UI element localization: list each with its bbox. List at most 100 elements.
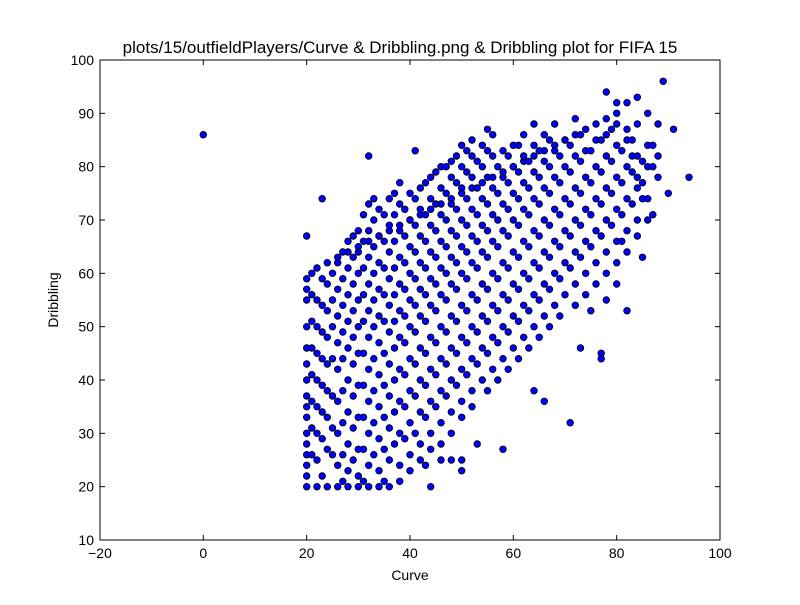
scatter-point <box>370 355 378 363</box>
scatter-point <box>540 312 548 320</box>
scatter-point <box>447 312 455 320</box>
scatter-point <box>370 216 378 224</box>
scatter-point <box>551 120 559 128</box>
scatter-point <box>463 275 471 283</box>
scatter-point <box>375 403 383 411</box>
x-tick-label: 80 <box>609 545 625 561</box>
scatter-point <box>545 285 554 293</box>
scatter-point <box>380 317 388 325</box>
scatter-point <box>561 259 569 267</box>
x-tick-label: 60 <box>506 545 522 561</box>
scatter-point <box>421 264 430 272</box>
scatter-point <box>349 333 357 341</box>
scatter-point <box>509 312 517 320</box>
scatter-point <box>458 456 466 464</box>
scatter-point <box>308 371 316 379</box>
scatter-point <box>318 275 326 283</box>
scatter-point <box>303 461 311 469</box>
scatter-point <box>509 162 517 171</box>
scatter-point <box>478 178 486 187</box>
scatter-point <box>483 146 492 155</box>
scatter-point <box>664 189 672 197</box>
scatter-point <box>365 483 373 491</box>
scatter-point <box>494 189 502 197</box>
scatter-point <box>349 392 357 400</box>
scatter-point <box>540 216 548 224</box>
scatter-point <box>349 232 357 240</box>
scatter-point <box>370 269 378 277</box>
scatter-point <box>406 355 414 363</box>
scatter-point <box>349 456 357 464</box>
scatter-point <box>452 259 461 267</box>
scatter-point <box>365 152 373 160</box>
scatter-point <box>375 435 383 443</box>
scatter-point <box>313 483 321 491</box>
scatter-point <box>504 152 512 160</box>
scatter-point <box>427 194 435 203</box>
chart-title: plots/15/outfieldPlayers/Curve & Dribbli… <box>123 38 678 57</box>
scatter-point <box>587 178 595 187</box>
scatter-point <box>623 162 631 171</box>
scatter-point <box>396 307 404 315</box>
scatter-point <box>514 317 523 325</box>
scatter-point <box>365 429 373 437</box>
scatter-point <box>592 162 600 171</box>
scatter-point <box>607 125 616 133</box>
scatter-point <box>458 216 466 224</box>
scatter-point <box>509 189 517 197</box>
scatter-point <box>520 301 528 309</box>
scatter-point <box>385 392 393 400</box>
scatter-point <box>613 98 621 107</box>
scatter-point <box>437 387 445 395</box>
scatter-point <box>416 232 424 240</box>
scatter-point <box>328 392 337 400</box>
scatter-point <box>323 307 331 315</box>
scatter-point <box>380 210 388 219</box>
scatter-point <box>390 317 399 325</box>
scatter-point <box>654 173 662 181</box>
scatter-point <box>396 280 404 288</box>
scatter-point <box>566 200 574 208</box>
scatter-point <box>613 259 621 267</box>
scatter-point <box>432 168 440 176</box>
scatter-point <box>427 248 435 256</box>
scatter-point <box>514 285 523 293</box>
scatter-point <box>396 461 404 469</box>
scatter-point <box>525 184 533 192</box>
scatter-point <box>613 141 621 149</box>
scatter-point <box>556 242 564 251</box>
scatter-point <box>344 264 352 272</box>
scatter-point <box>499 173 507 181</box>
scatter-point <box>551 146 559 155</box>
scatter-point <box>576 157 585 165</box>
scatter-point <box>504 205 512 213</box>
scatter-point <box>318 301 326 309</box>
scatter-point <box>463 168 471 176</box>
y-tick-label: 40 <box>78 372 94 388</box>
scatter-point <box>556 178 564 187</box>
scatter-point <box>303 392 311 400</box>
scatter-point <box>592 259 600 267</box>
scatter-point <box>416 184 424 192</box>
scatter-point <box>504 264 512 272</box>
scatter-point <box>644 216 652 224</box>
scatter-point <box>313 456 321 464</box>
scatter-point <box>468 173 476 181</box>
scatter-point <box>427 173 435 181</box>
scatter-point <box>303 296 311 304</box>
scatter-point <box>359 413 368 421</box>
scatter-point <box>339 301 347 309</box>
scatter-point <box>442 242 450 251</box>
scatter-point <box>494 307 502 315</box>
scatter-point <box>473 210 481 219</box>
scatter-point <box>334 339 342 347</box>
scatter-point <box>494 162 502 171</box>
scatter-point <box>334 259 342 267</box>
scatter-point <box>375 232 383 240</box>
scatter-point <box>458 365 466 373</box>
scatter-point <box>463 248 471 256</box>
scatter-point <box>406 296 414 304</box>
scatter-point <box>401 403 409 411</box>
x-tick-label: 20 <box>299 545 315 561</box>
scatter-point <box>421 210 430 219</box>
